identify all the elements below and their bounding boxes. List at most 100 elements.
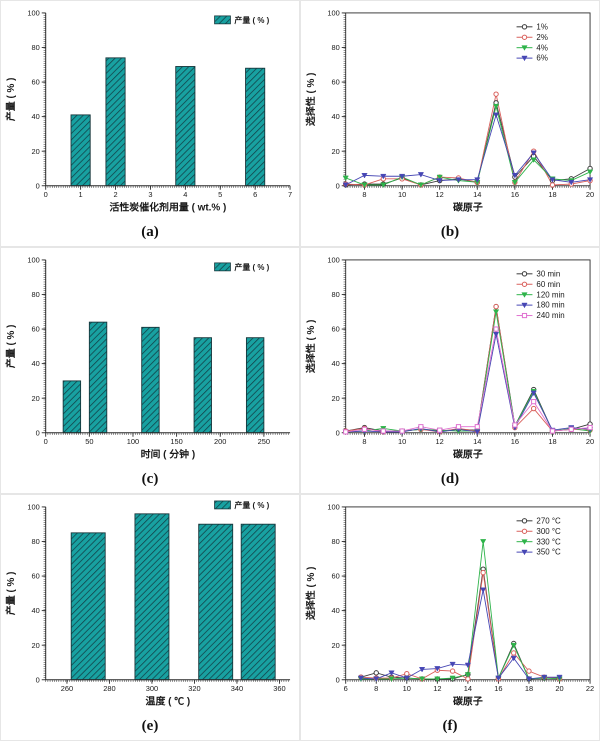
svg-text:20: 20: [331, 394, 339, 403]
svg-text:60: 60: [331, 572, 339, 581]
svg-text:100: 100: [27, 256, 39, 265]
svg-text:40: 40: [331, 112, 339, 121]
svg-text:250: 250: [258, 437, 270, 446]
svg-text:60: 60: [331, 325, 339, 334]
svg-text:18: 18: [548, 190, 556, 199]
svg-text:产量 ( % ): 产量 ( % ): [4, 325, 17, 369]
svg-text:0: 0: [336, 181, 340, 190]
caption-d: (d): [440, 470, 460, 487]
svg-text:14: 14: [473, 190, 481, 199]
svg-text:碳原子: 碳原子: [453, 448, 483, 461]
svg-text:240 min: 240 min: [536, 311, 564, 320]
svg-text:0: 0: [36, 181, 40, 190]
svg-text:320: 320: [188, 684, 200, 693]
svg-text:60: 60: [31, 78, 39, 87]
svg-text:12: 12: [436, 190, 444, 199]
svg-text:0: 0: [36, 428, 40, 437]
svg-text:0: 0: [36, 675, 40, 684]
caption-f: (f): [442, 717, 458, 734]
svg-text:40: 40: [31, 359, 39, 368]
svg-text:20: 20: [31, 641, 39, 650]
svg-text:60: 60: [31, 325, 39, 334]
svg-text:16: 16: [494, 684, 502, 693]
svg-text:0: 0: [44, 437, 48, 446]
svg-text:120 min: 120 min: [536, 290, 564, 299]
svg-text:40: 40: [331, 359, 339, 368]
svg-text:80: 80: [31, 290, 39, 299]
svg-text:温度 ( ℃ ): 温度 ( ℃ ): [146, 695, 191, 708]
svg-text:350 °C: 350 °C: [536, 548, 561, 557]
svg-text:80: 80: [31, 537, 39, 546]
svg-text:选择性 ( % ): 选择性 ( % ): [304, 567, 317, 620]
svg-text:0: 0: [336, 428, 340, 437]
svg-text:30 min: 30 min: [536, 269, 560, 278]
svg-text:14: 14: [473, 437, 481, 446]
svg-text:20: 20: [586, 437, 594, 446]
svg-text:碳原子: 碳原子: [453, 695, 483, 708]
svg-text:10: 10: [398, 437, 406, 446]
svg-text:80: 80: [31, 43, 39, 52]
caption-b: (b): [440, 223, 460, 240]
svg-text:300 °C: 300 °C: [536, 527, 561, 536]
svg-text:40: 40: [31, 112, 39, 121]
svg-text:7: 7: [288, 190, 292, 199]
svg-text:340: 340: [231, 684, 243, 693]
chart-f-selectivity-vs-carbon: 6 8 10 12 14 16 18 20 22 0 20 40 60 80 100 碳原子 选择性 ( % )…: [304, 503, 594, 708]
svg-text:产量 ( % ): 产量 ( % ): [234, 262, 269, 272]
svg-text:选择性 ( % ): 选择性 ( % ): [304, 73, 317, 126]
svg-text:8: 8: [362, 437, 366, 446]
svg-text:60: 60: [31, 572, 39, 581]
svg-text:4: 4: [183, 190, 187, 199]
svg-text:2: 2: [113, 190, 117, 199]
panel-a: 0 1 2 3 4 5 6 7 0 20 40 60 80 100 活性炭催化剂用量 ( wt.% ) 产量 …: [0, 0, 300, 247]
svg-text:产量 ( % ): 产量 ( % ): [4, 572, 17, 616]
panel-e: 260 280 300 320 340 360 0 20 40 60 80 100 温度 ( ℃ ) 产量…: [0, 494, 300, 741]
svg-text:1%: 1%: [536, 22, 547, 31]
svg-text:60 min: 60 min: [536, 280, 560, 289]
chart-a-yield-vs-catalyst: 0 1 2 3 4 5 6 7 0 20 40 60 80 100 活性炭催化剂用量 ( wt.% ) 产量 …: [4, 9, 292, 214]
svg-text:产量 ( % ): 产量 ( % ): [234, 500, 269, 510]
svg-text:3: 3: [148, 190, 152, 199]
svg-text:60: 60: [331, 78, 339, 87]
svg-text:6: 6: [253, 190, 257, 199]
svg-text:20: 20: [31, 394, 39, 403]
svg-text:50: 50: [85, 437, 93, 446]
svg-text:22: 22: [586, 684, 594, 693]
svg-text:选择性 ( % ): 选择性 ( % ): [304, 320, 317, 373]
svg-text:100: 100: [327, 503, 339, 512]
svg-text:0: 0: [44, 190, 48, 199]
svg-text:40: 40: [331, 606, 339, 615]
svg-text:80: 80: [331, 43, 339, 52]
panel-b: 8 10 12 14 16 18 20 0 20 40 60 80 100 碳原子 选择性 ( % ) 1% 2…: [300, 0, 600, 247]
svg-text:360: 360: [273, 684, 285, 693]
svg-text:5: 5: [218, 190, 222, 199]
svg-text:100: 100: [127, 437, 139, 446]
svg-text:260: 260: [61, 684, 73, 693]
svg-text:80: 80: [331, 537, 339, 546]
caption-c: (c): [141, 470, 159, 487]
svg-text:1: 1: [79, 190, 83, 199]
svg-text:20: 20: [31, 147, 39, 156]
svg-text:300: 300: [146, 684, 158, 693]
svg-text:6: 6: [344, 684, 348, 693]
svg-text:18: 18: [548, 437, 556, 446]
svg-text:2%: 2%: [536, 33, 547, 42]
panel-c: 0 50 100 150 200 250 0 20 40 60 80 100 时间 ( 分钟 ) 产量 (…: [0, 247, 300, 494]
panel-d: 8 10 12 14 16 18 20 0 20 40 60 80 100 碳原子 选择性 ( % ) 30 …: [300, 247, 600, 494]
svg-text:8: 8: [374, 684, 378, 693]
svg-text:时间 ( 分钟 ): 时间 ( 分钟 ): [141, 448, 196, 461]
chart-e-yield-vs-temperature: 260 280 300 320 340 360 0 20 40 60 80 100 温度 ( ℃ ) 产量…: [4, 500, 291, 708]
svg-text:100: 100: [27, 503, 39, 512]
svg-text:0: 0: [336, 675, 340, 684]
svg-text:6%: 6%: [536, 54, 547, 63]
svg-text:200: 200: [214, 437, 226, 446]
svg-text:10: 10: [403, 684, 411, 693]
svg-text:330 °C: 330 °C: [536, 537, 561, 546]
svg-text:40: 40: [31, 606, 39, 615]
svg-text:80: 80: [331, 290, 339, 299]
svg-text:20: 20: [331, 147, 339, 156]
svg-text:100: 100: [327, 256, 339, 265]
chart-b-selectivity-vs-carbon: 8 10 12 14 16 18 20 0 20 40 60 80 100 碳原子 选择性 ( % ) 1% 2…: [304, 9, 594, 214]
